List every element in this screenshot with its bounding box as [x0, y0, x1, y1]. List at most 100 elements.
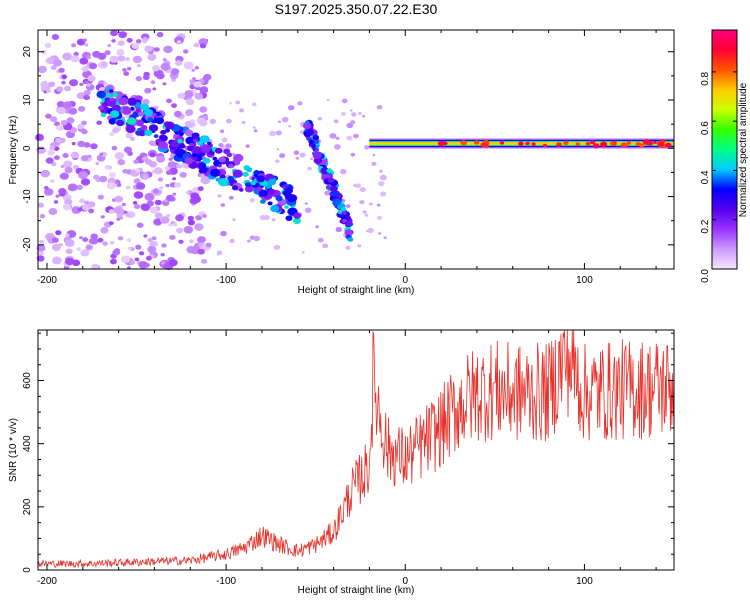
spectrogram-cell [380, 191, 387, 197]
spectrogram-cell [484, 143, 490, 148]
spectrogram-cell [76, 247, 81, 251]
colorbar-gradient [712, 30, 737, 269]
spectrogram-cell [315, 225, 319, 229]
spectrogram-cell [531, 142, 536, 146]
spectrogram-cell [153, 167, 163, 175]
spectrogram-cell [56, 101, 65, 108]
spectrogram-cell [170, 68, 180, 76]
spectrogram-cells [35, 29, 675, 270]
spectrogram-cell [77, 140, 86, 148]
spectrogram-cell [197, 186, 204, 192]
spectrogram-cell [287, 105, 295, 111]
spectrogram-cell [378, 181, 385, 187]
spectrogram-cell [131, 42, 140, 50]
spectrogram-cell [90, 233, 98, 240]
spectrogram-cell [114, 152, 124, 160]
spectrogram-cell [76, 184, 84, 191]
spectrogram-cell [165, 121, 175, 130]
spectrogram-cell [175, 214, 184, 222]
spectrogram-cell [132, 55, 142, 64]
spectrogram-cell [209, 118, 216, 124]
spectrogram-cell [185, 109, 194, 116]
spectrogram-cell [308, 139, 314, 145]
spectrogram-cell [127, 97, 137, 106]
spectrogram-cell [55, 230, 62, 236]
colorbar-tick-label: 0.4 [700, 170, 711, 184]
spectrogram-cell [160, 129, 167, 135]
spectrogram-cell [220, 203, 226, 207]
spectrogram-cell [84, 200, 90, 205]
spectrogram-cell [70, 55, 80, 63]
spectrogram-cell [346, 135, 353, 141]
colorbar: 0.0 0.2 0.4 0.6 0.8 Normalized spectral ampl… [700, 29, 749, 283]
spectrogram-cell [62, 101, 73, 109]
spectrogram-cell [278, 120, 282, 124]
spectrogram-cell [118, 31, 128, 39]
spectrogram-cell [585, 142, 591, 146]
spectrogram-cell [107, 44, 112, 48]
spectrogram-cell [110, 29, 118, 37]
spectrogram-cell [349, 120, 356, 125]
spectrogram-cell [609, 141, 615, 146]
spectrogram-cell [158, 141, 168, 150]
spectrogram-cell [276, 148, 280, 151]
spectrogram-cell [282, 190, 288, 195]
colorbar-tick-label: 0.2 [700, 219, 711, 233]
spectrogram-cell [244, 182, 252, 188]
spectrogram-cell [137, 111, 145, 117]
spectrogram-cell [61, 74, 67, 80]
spectrogram-cell [66, 117, 75, 124]
spectrogram-cell [80, 249, 90, 257]
spectrogram-cell [267, 201, 273, 206]
spectrogram-cell [62, 203, 71, 211]
spectrogram-cell [347, 237, 354, 242]
spectrogram-cell [125, 213, 130, 217]
spectrogram-cell [437, 140, 445, 147]
spectrogram-cell [126, 117, 137, 125]
spectrogram-cell [241, 120, 246, 125]
spectrogram-cell [293, 150, 300, 155]
spectrogram-cell [121, 106, 132, 115]
spectrogram-cell [245, 144, 250, 148]
spectrogram-cell [187, 215, 194, 221]
spectrogram-cell [199, 167, 208, 174]
spectrogram-cell [49, 145, 56, 151]
spectrogram-cell [314, 147, 320, 152]
snr-frame [37, 329, 675, 571]
spectrogram-cell [563, 140, 569, 146]
spectrogram-cell [268, 178, 277, 186]
spectrogram-cell [327, 177, 335, 183]
spectrogram-cell [185, 136, 196, 145]
spectrogram-cell [184, 129, 194, 137]
spectrogram-cell [367, 227, 374, 233]
spectrogram-cell [58, 243, 64, 247]
spectrogram-cell [286, 188, 293, 194]
spectrogram-cell [45, 113, 52, 119]
colorbar-label: Normalized spectral amplitude [738, 82, 749, 217]
spectrogram-cell [84, 80, 89, 85]
spectrogram-cell [153, 134, 159, 139]
spectrogram-cell [184, 157, 194, 165]
snr-xlabel: Height of straight line (km) [298, 585, 415, 596]
spectrogram-cell [357, 244, 362, 248]
spectrogram-cell [190, 119, 196, 124]
spectrogram-ytick-label: -20 [22, 237, 33, 252]
spectrogram-cell [198, 38, 208, 46]
spectrogram-cell [142, 74, 150, 81]
spectrogram-cell [70, 151, 80, 159]
spectrogram-cell [337, 194, 342, 198]
spectrogram-cell [227, 175, 234, 182]
spectrogram-cell [350, 109, 353, 112]
spectrogram-cell [101, 61, 108, 67]
spectrogram-cell [187, 219, 195, 226]
spectrogram-cell [52, 256, 62, 265]
spectrogram-xtick-label: 100 [576, 275, 593, 286]
spectrogram-cell [189, 142, 195, 147]
spectrogram-xlabel: Height of straight line (km) [298, 285, 415, 296]
spectrogram-cell [99, 152, 104, 156]
spectrogram-cell [203, 73, 212, 81]
spectrogram-cell [150, 80, 156, 85]
spectrogram-cell [244, 185, 254, 193]
spectrogram-cell [58, 67, 65, 73]
spectrogram-cell [326, 168, 333, 173]
